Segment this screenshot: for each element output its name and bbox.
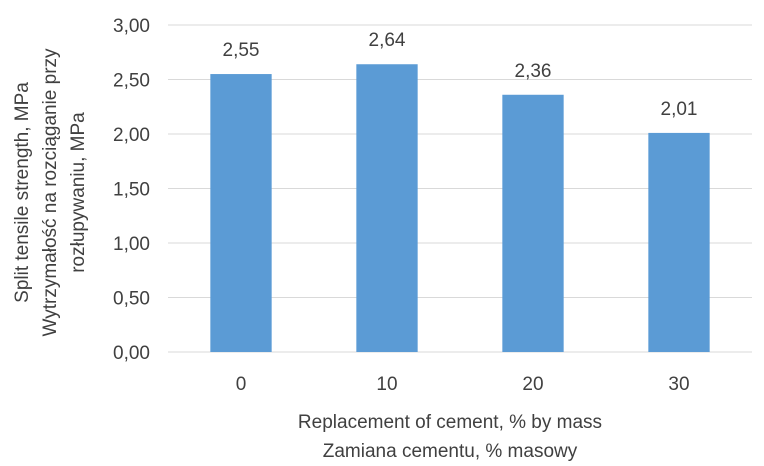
x-axis-title: Replacement of cement, % by mass Zamiana … — [298, 412, 602, 462]
y-axis-title-line: Split tensile strength, MPa — [12, 82, 33, 303]
x-tick-label: 20 — [522, 374, 543, 395]
y-axis-ticks: 0,00 0,50 1,00 1,50 2,00 2,50 3,00 — [113, 16, 150, 364]
y-tick-label: 1,50 — [113, 180, 150, 201]
data-label-0: 2,55 — [223, 40, 260, 61]
bars — [210, 64, 710, 353]
y-tick-label: 3,00 — [113, 16, 150, 37]
data-label-10: 2,64 — [369, 30, 406, 51]
bar-0 — [210, 74, 272, 353]
bar-20 — [502, 94, 564, 352]
data-labels: 2,55 2,64 2,36 2,01 — [223, 30, 698, 120]
y-tick-label: 1,00 — [113, 234, 150, 255]
x-tick-label: 10 — [376, 374, 397, 395]
y-tick-label: 0,50 — [113, 289, 150, 310]
y-tick-label: 0,00 — [113, 343, 150, 364]
y-axis-title-line: rozłupywaniu, MPa — [68, 112, 89, 273]
bar-10 — [356, 64, 418, 353]
x-axis-ticks: 0 10 20 30 — [236, 374, 690, 395]
data-label-20: 2,36 — [515, 61, 552, 82]
x-tick-label: 30 — [668, 374, 689, 395]
x-axis-title-line: Replacement of cement, % by mass — [298, 412, 602, 433]
y-axis-title: Split tensile strength, MPa Wytrzymałość … — [12, 48, 89, 337]
y-axis-title-line: Wytrzymałość na rozciąganie przy — [40, 48, 61, 337]
x-tick-label: 0 — [236, 374, 247, 395]
data-label-30: 2,01 — [661, 99, 698, 120]
x-axis-title-line: Zamiana cementu, % masowy — [323, 441, 578, 462]
bar-30 — [648, 132, 710, 352]
y-tick-label: 2,00 — [113, 125, 150, 146]
y-tick-label: 2,50 — [113, 71, 150, 92]
